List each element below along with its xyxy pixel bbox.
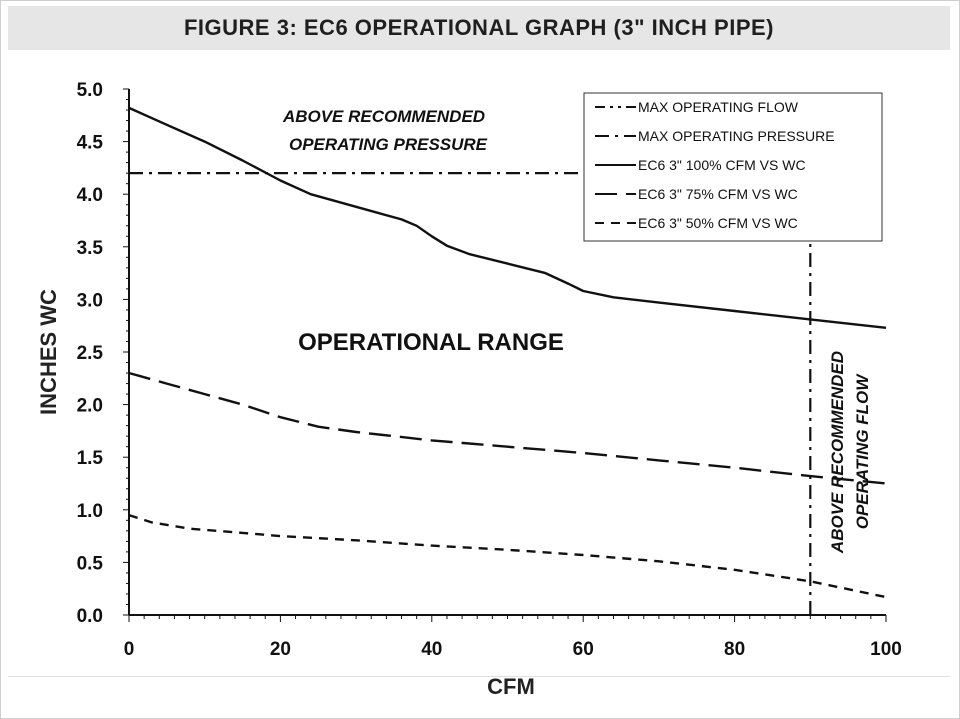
annotation-above-flow-line1: ABOVE RECOMMENDED xyxy=(828,351,847,554)
y-tick-label: 2.0 xyxy=(77,396,103,417)
x-tick-label: 100 xyxy=(870,639,902,660)
minor-ticks xyxy=(123,88,887,622)
y-tick-label: 4.5 xyxy=(77,133,104,154)
legend-max-operating-pressure: MAX OPERATING PRESSURE xyxy=(595,128,835,144)
legend-label: EC6 3" 50% CFM VS WC xyxy=(638,215,798,231)
legend-label: EC6 3" 75% CFM VS WC xyxy=(638,186,798,202)
annotation-operational-range: OPERATIONAL RANGE xyxy=(298,329,564,356)
legend: MAX OPERATING FLOW MAX OPERATING PRESSURE… xyxy=(583,92,883,242)
legend-label: MAX OPERATING FLOW xyxy=(638,99,799,115)
series xyxy=(128,106,887,599)
y-tick-label: 0.0 xyxy=(77,606,103,627)
annotation-above-pressure-line1: ABOVE RECOMMENDED xyxy=(282,107,485,126)
series-75-percent-line xyxy=(128,371,887,485)
y-tick-label: 4.0 xyxy=(77,185,103,206)
x-tick-labels: 0 20 40 60 80 100 xyxy=(124,639,902,660)
y-tick-label: 1.0 xyxy=(77,501,103,522)
legend-label: MAX OPERATING PRESSURE xyxy=(638,128,835,144)
y-tick-label: 3.0 xyxy=(77,290,103,311)
y-tick-label: 2.5 xyxy=(77,343,104,364)
y-tick-label: 1.5 xyxy=(77,448,104,469)
y-tick-label: 5.0 xyxy=(77,80,103,101)
x-tick-label: 40 xyxy=(421,639,442,660)
x-axis-title: CFM xyxy=(487,674,535,699)
legend-box xyxy=(583,92,883,242)
chart-title: FIGURE 3: EC6 OPERATIONAL GRAPH (3" INCH… xyxy=(183,15,774,40)
legend-max-operating-flow: MAX OPERATING FLOW xyxy=(595,99,799,115)
y-axis-title: INCHES WC xyxy=(36,289,61,415)
y-tick-labels: 0.0 0.5 1.0 1.5 2.0 2.5 3.0 3.5 4.0 4.5 5.0 xyxy=(77,80,104,627)
legend-label: EC6 3" 100% CFM VS WC xyxy=(638,157,806,173)
bottom-divider xyxy=(8,676,950,677)
x-tick-label: 0 xyxy=(124,639,135,660)
x-tick-label: 60 xyxy=(573,639,594,660)
x-tick-label: 20 xyxy=(270,639,291,660)
legend-75-percent: EC6 3" 75% CFM VS WC xyxy=(595,186,798,202)
series-100-percent-line xyxy=(128,106,887,329)
legend-50-percent: EC6 3" 50% CFM VS WC xyxy=(595,215,798,231)
reference-lines xyxy=(129,172,812,615)
x-tick-label: 80 xyxy=(724,639,745,660)
figure-title-band: FIGURE 3: EC6 OPERATIONAL GRAPH (3" INCH… xyxy=(8,6,950,50)
y-tick-label: 3.5 xyxy=(77,238,104,259)
y-tick-label: 0.5 xyxy=(77,553,104,574)
annotation-above-pressure-line2: OPERATING PRESSURE xyxy=(289,135,488,154)
legend-100-percent: EC6 3" 100% CFM VS WC xyxy=(595,157,806,173)
series-50-percent-line xyxy=(128,513,887,599)
annotation-above-flow-line2: OPERATING FLOW xyxy=(853,373,872,530)
